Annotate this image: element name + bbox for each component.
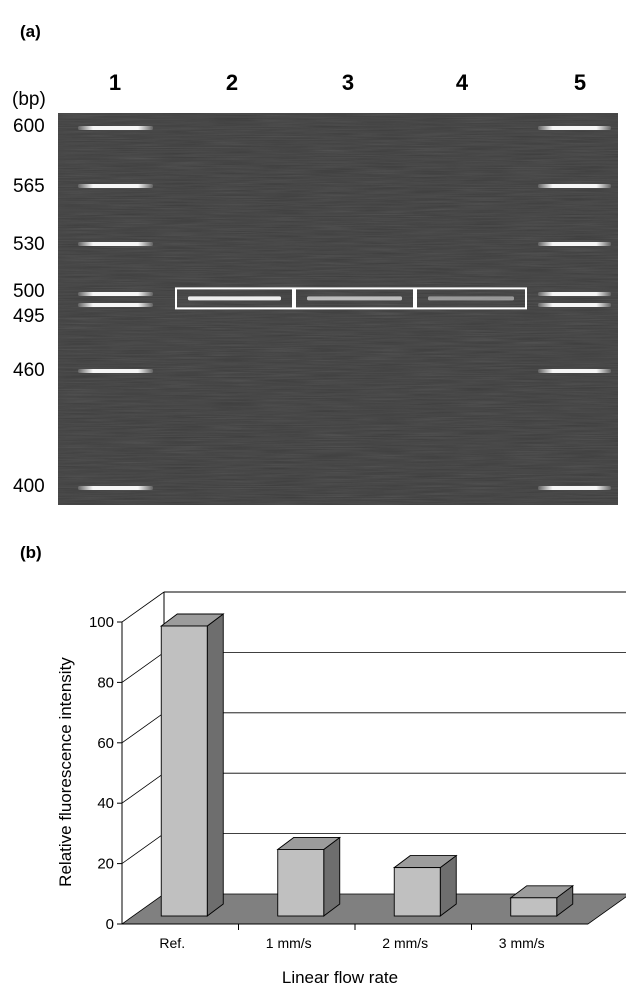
lane-label-5: 5 bbox=[573, 70, 587, 95]
bar-2-mm-s bbox=[392, 854, 458, 917]
ladder-band-lane5-600 bbox=[538, 126, 611, 130]
bp-marker-565: 565 bbox=[13, 176, 45, 197]
y-tick-label-20: 20 bbox=[97, 856, 114, 873]
sample-band-box-lane2 bbox=[175, 287, 294, 310]
ladder-band-lane5-500 bbox=[538, 292, 611, 296]
bar-front bbox=[160, 625, 208, 917]
lane-label-1: 1 bbox=[108, 70, 122, 95]
bar-chart: 0 20 40 60 80 100 Ref. 1 mm/s 2 mm/s 3 mm/s Linear… bbox=[56, 591, 626, 987]
bp-marker-600: 600 bbox=[13, 116, 45, 137]
ladder-band-lane1-495 bbox=[78, 303, 153, 307]
bar-1-mm-s bbox=[276, 836, 342, 917]
lane-label-3: 3 bbox=[341, 70, 355, 95]
sample-band-box-lane4 bbox=[415, 287, 527, 310]
lane-label-2: 2 bbox=[225, 70, 239, 95]
x-tick-label-ref: Ref. bbox=[159, 935, 185, 951]
bp-marker-530: 530 bbox=[13, 234, 45, 255]
ladder-band-lane1-565 bbox=[78, 184, 153, 188]
panel-a-label: (a) bbox=[20, 22, 41, 41]
sample-band-box-lane3 bbox=[294, 287, 415, 310]
panel-b-label: (b) bbox=[20, 543, 42, 562]
bar-3-mm-s bbox=[509, 884, 575, 917]
ladder-band-lane5-400 bbox=[538, 486, 611, 490]
bar-front bbox=[510, 897, 558, 917]
y-tick-label-80: 80 bbox=[97, 674, 114, 691]
bp-marker-460: 460 bbox=[13, 360, 45, 381]
ladder-band-lane5-565 bbox=[538, 184, 611, 188]
bp-marker-495: 495 bbox=[13, 306, 45, 327]
y-tick-label-100: 100 bbox=[89, 614, 114, 631]
bar-side bbox=[206, 613, 224, 917]
bar-front bbox=[393, 867, 441, 917]
gridline-side-80 bbox=[121, 652, 165, 683]
lane-label-4: 4 bbox=[455, 70, 469, 95]
sample-band-lane4 bbox=[428, 296, 514, 301]
ladder-band-lane5-530 bbox=[538, 242, 611, 246]
bp-marker-400: 400 bbox=[13, 476, 45, 497]
bar-front bbox=[277, 849, 325, 917]
x-tick-label-3-mm-s: 3 mm/s bbox=[499, 935, 545, 951]
sample-band-lane2 bbox=[188, 296, 281, 301]
sample-band-lane3 bbox=[307, 296, 402, 301]
bp-unit-label: (bp) bbox=[12, 89, 46, 110]
y-tick-label-40: 40 bbox=[97, 795, 114, 812]
ladder-band-lane1-530 bbox=[78, 242, 153, 246]
gridline-side-100 bbox=[121, 591, 165, 623]
y-tick-label-0: 0 bbox=[106, 916, 114, 933]
ladder-band-lane5-495 bbox=[538, 303, 611, 307]
bar-ref bbox=[159, 613, 225, 917]
ladder-band-lane1-600 bbox=[78, 126, 153, 130]
gridline-side-40 bbox=[121, 772, 165, 804]
y-tick-label-60: 60 bbox=[97, 735, 114, 752]
ladder-band-lane1-500 bbox=[78, 292, 153, 296]
x-tick-label-1-mm-s: 1 mm/s bbox=[266, 935, 312, 951]
ladder-band-lane5-460 bbox=[538, 369, 611, 373]
bar-side bbox=[323, 836, 341, 917]
gel-image bbox=[58, 113, 618, 505]
y-axis-title: Relative fluorescence intensity bbox=[56, 657, 75, 887]
bp-marker-500: 500 bbox=[13, 281, 45, 302]
x-tick-label-2-mm-s: 2 mm/s bbox=[382, 935, 428, 951]
gridline-side-20 bbox=[121, 833, 165, 864]
x-axis-title: Linear flow rate bbox=[282, 968, 398, 987]
gridline-side-60 bbox=[121, 712, 165, 744]
ladder-band-lane1-400 bbox=[78, 486, 153, 490]
ladder-band-lane1-460 bbox=[78, 369, 153, 373]
